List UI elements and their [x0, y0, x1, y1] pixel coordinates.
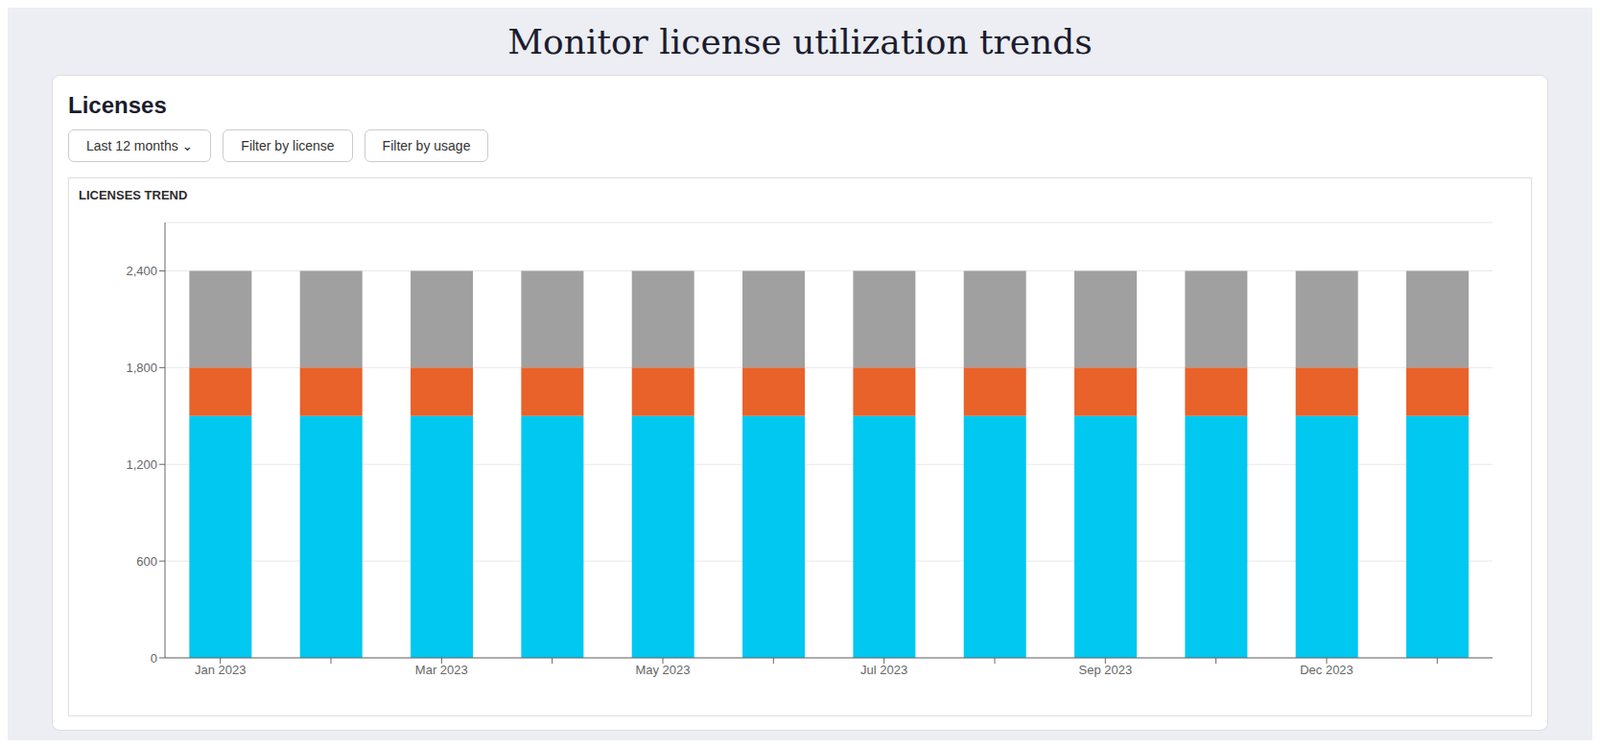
svg-text:Sep 2023: Sep 2023: [1078, 662, 1132, 678]
svg-text:Mar 2023: Mar 2023: [415, 662, 469, 678]
html-text:Licenses: Licenses: [68, 92, 167, 118]
html-text:LICENSES TREND: LICENSES TREND: [78, 188, 188, 203]
svg-text:600: 600: [136, 554, 158, 569]
svg-text:Jan 2023: Jan 2023: [194, 662, 247, 678]
svg-text:0: 0: [150, 651, 158, 666]
svg-text:Dec 2023: Dec 2023: [1299, 662, 1354, 678]
html-text:Filter by usage: Filter by usage: [382, 138, 471, 154]
svg-text:1,800: 1,800: [125, 360, 158, 376]
svg-text:May 2023: May 2023: [635, 662, 690, 678]
svg-text:2,400: 2,400: [125, 263, 158, 279]
html-text:Monitor license utilization tr: Monitor license utilization trends: [507, 21, 1093, 61]
svg-text:1,200: 1,200: [125, 457, 158, 472]
html-text:Filter by license: Filter by license: [241, 138, 335, 154]
html-text:Last 12 months ⌄: Last 12 months ⌄: [86, 138, 194, 154]
svg-text:Jul 2023: Jul 2023: [860, 662, 908, 678]
